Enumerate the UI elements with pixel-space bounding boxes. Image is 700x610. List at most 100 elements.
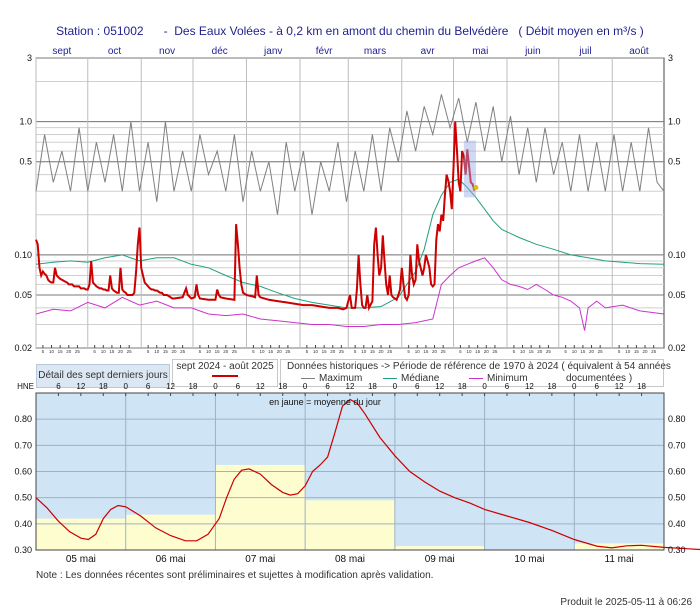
day-tick-label: 15 bbox=[634, 349, 640, 354]
month-label: févr bbox=[316, 46, 333, 57]
series-current bbox=[35, 121, 477, 312]
day-label: 10 mai bbox=[514, 554, 544, 565]
day-tick-label: 20 bbox=[118, 349, 124, 354]
day-tick-label: 20 bbox=[643, 349, 649, 354]
day-tick-label: 25 bbox=[127, 349, 133, 354]
y-tick-label-left: 3 bbox=[27, 53, 32, 63]
bottom-y-label-right: 0.70 bbox=[668, 440, 686, 450]
day-tick-label: 10 bbox=[313, 349, 319, 354]
y-tick-label-left: 0.02 bbox=[14, 343, 32, 353]
bottom-plot-frame bbox=[35, 392, 665, 551]
month-label: juil bbox=[578, 46, 591, 57]
day-label: 09 mai bbox=[425, 554, 455, 565]
bottom-y-label-right: 0.40 bbox=[668, 519, 686, 529]
daily-mean-annotation: en jaune = moyenne du jour bbox=[269, 397, 381, 407]
bottom-chart-background bbox=[36, 393, 664, 550]
month-label: août bbox=[629, 46, 649, 57]
day-tick-label: 15 bbox=[423, 349, 429, 354]
day-tick-label: 15 bbox=[475, 349, 481, 354]
day-tick-label: 15 bbox=[215, 349, 221, 354]
legend-minimum-label: Minimum bbox=[487, 373, 528, 384]
bottom-chart-series bbox=[35, 398, 700, 551]
day-tick-label: 5 bbox=[93, 349, 96, 354]
hne-label: HNE bbox=[17, 382, 34, 391]
month-label: mai bbox=[472, 46, 488, 57]
legend-median-label: Médiane bbox=[401, 373, 440, 384]
day-label: 06 mai bbox=[156, 554, 186, 565]
day-tick-label: 25 bbox=[492, 349, 498, 354]
top-chart-grid bbox=[35, 57, 665, 349]
day-tick-label: 15 bbox=[268, 349, 274, 354]
daily-mean-bar bbox=[574, 543, 664, 550]
day-tick-label: 20 bbox=[379, 349, 385, 354]
day-tick-label: 20 bbox=[66, 349, 72, 354]
bottom-y-label-right: 0.60 bbox=[668, 467, 686, 477]
day-tick-label: 25 bbox=[546, 349, 552, 354]
day-tick-label: 15 bbox=[58, 349, 64, 354]
month-label: avr bbox=[421, 46, 436, 57]
y-tick-label-left: 0.5 bbox=[19, 157, 32, 167]
day-tick-label: 10 bbox=[154, 349, 160, 354]
day-tick-label: 15 bbox=[322, 349, 328, 354]
day-tick-label: 10 bbox=[101, 349, 107, 354]
day-tick-label: 25 bbox=[441, 349, 447, 354]
bottom-plot-background bbox=[36, 393, 664, 550]
day-tick-label: 25 bbox=[387, 349, 393, 354]
legend-historical-title: Données historiques -> Période de référe… bbox=[287, 361, 671, 372]
day-tick-label: 25 bbox=[651, 349, 657, 354]
day-tick-label: 20 bbox=[330, 349, 336, 354]
daily-mean-bar bbox=[394, 546, 485, 550]
day-tick-label: 20 bbox=[223, 349, 229, 354]
daily-mean-bar bbox=[36, 518, 126, 550]
y-tick-label-right: 0.10 bbox=[668, 250, 686, 260]
day-tick-label: 25 bbox=[232, 349, 238, 354]
day-tick-label: 15 bbox=[529, 349, 535, 354]
month-label: janv bbox=[263, 46, 282, 57]
day-tick-label: 10 bbox=[415, 349, 421, 354]
day-tick-label: 25 bbox=[75, 349, 81, 354]
y-tick-label-right: 0.5 bbox=[668, 157, 681, 167]
day-label: 11 mai bbox=[605, 554, 634, 565]
month-label: sept bbox=[52, 46, 71, 57]
bottom-chart-labels: 0.30 0.30 0.40 0.40 0.50 0.50 0.60 0.60 0.70 0.70… bbox=[14, 382, 685, 565]
y-tick-label-right: 0.02 bbox=[668, 343, 686, 353]
legend-documented: documentées ) bbox=[566, 373, 633, 384]
bottom-y-label-left: 0.80 bbox=[14, 414, 32, 424]
bottom-chart-grid bbox=[35, 392, 665, 551]
bottom-y-label-right: 0.50 bbox=[668, 493, 686, 503]
footnote: Note : Les données récentes sont prélimi… bbox=[36, 570, 434, 581]
month-label: juin bbox=[524, 46, 541, 57]
y-tick-label-left: 0.05 bbox=[14, 290, 32, 300]
day-tick-label: 5 bbox=[513, 349, 516, 354]
bottom-y-label-left: 0.50 bbox=[14, 493, 32, 503]
day-tick-label: 10 bbox=[625, 349, 631, 354]
day-tick-label: 20 bbox=[172, 349, 178, 354]
chart-title: Station : 051002 - Des Eaux Volées - à 0… bbox=[56, 24, 644, 38]
day-tick-label: 20 bbox=[277, 349, 283, 354]
daily-mean-bar bbox=[305, 500, 395, 550]
produced-timestamp: Produit le 2025-05-11 à 06:26 bbox=[560, 597, 692, 608]
bottom-y-label-left: 0.30 bbox=[14, 545, 32, 555]
day-tick-label: 10 bbox=[520, 349, 526, 354]
day-tick-label: 10 bbox=[206, 349, 212, 354]
month-label: nov bbox=[159, 46, 175, 57]
y-tick-label-right: 1.0 bbox=[668, 117, 681, 127]
legend-period-label: sept 2024 - août 2025 bbox=[176, 361, 274, 372]
day-tick-label: 5 bbox=[252, 349, 255, 354]
day-label: 05 mai bbox=[66, 554, 96, 565]
daily-mean-bar bbox=[215, 464, 306, 550]
bottom-y-label-right: 0.30 bbox=[668, 545, 686, 555]
day-label: 07 mai bbox=[245, 554, 275, 565]
legend-period-box: sept 2024 - août 2025 bbox=[172, 359, 278, 387]
day-tick-label: 15 bbox=[109, 349, 115, 354]
day-tick-label: 5 bbox=[407, 349, 410, 354]
bottom-y-label-left: 0.40 bbox=[14, 519, 32, 529]
top-plot-frame bbox=[35, 57, 665, 349]
legend-historical-box: Données historiques -> Période de référe… bbox=[280, 359, 671, 387]
day-tick-label: 20 bbox=[432, 349, 438, 354]
day-tick-label: 5 bbox=[459, 349, 462, 354]
day-tick-label: 25 bbox=[598, 349, 604, 354]
month-label: mars bbox=[364, 46, 386, 57]
